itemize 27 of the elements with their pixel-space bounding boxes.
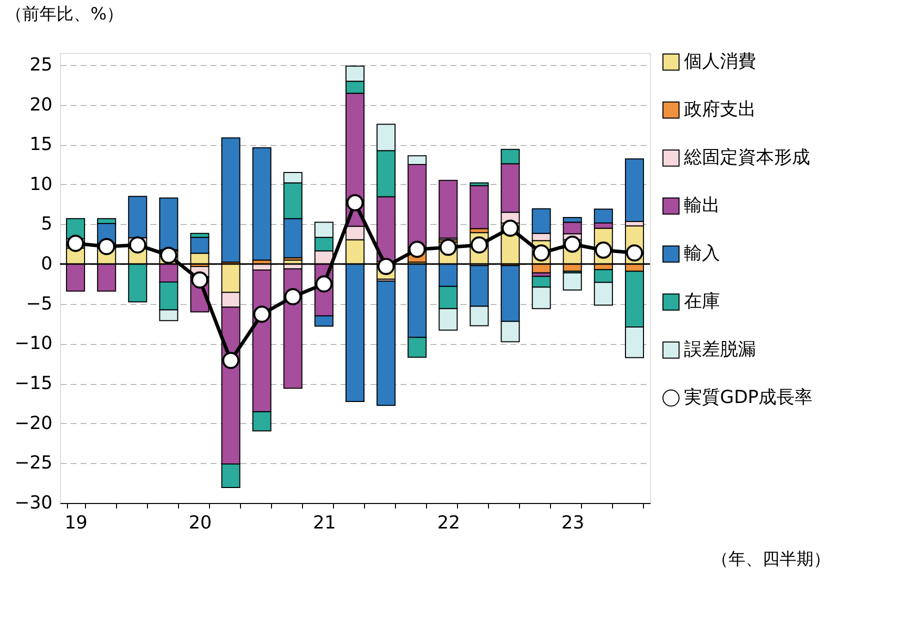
legend-label: 輸入 — [684, 243, 720, 264]
x-tick-label: 21 — [312, 512, 336, 534]
y-tick-label: 25 — [30, 54, 52, 76]
legend-label: 総固定資本形成 — [683, 147, 810, 168]
y-tick-label: −10 — [14, 333, 52, 354]
y-tick-label: 10 — [30, 174, 52, 195]
legend-label: 実質GDP成長率 — [684, 387, 813, 408]
x-tick-label: 22 — [437, 512, 460, 534]
x-tick-label: 19 — [64, 512, 88, 534]
legend-label: 輸出 — [684, 195, 720, 216]
y-tick-label: 20 — [30, 94, 52, 116]
y-tick-label: −30 — [14, 492, 52, 514]
y-tick-label: 15 — [30, 134, 52, 156]
y-tick-label: 0 — [41, 254, 52, 275]
y-axis-title: （前年比、%） — [6, 4, 124, 24]
x-axis-title: （年、四半期） — [712, 550, 830, 570]
y-tick-label: −15 — [14, 373, 52, 394]
legend-label: 在庫 — [684, 291, 720, 312]
y-tick-label: −5 — [26, 293, 52, 314]
legend-label: 個人消費 — [684, 51, 756, 72]
x-tick-label: 20 — [188, 512, 212, 534]
legend-label: 誤差脱漏 — [684, 339, 756, 360]
y-tick-label: −25 — [14, 452, 52, 474]
y-tick-label: 5 — [41, 214, 52, 235]
legend-label: 政府支出 — [684, 99, 756, 120]
y-tick-label: −20 — [14, 412, 52, 434]
x-tick-label: 23 — [561, 512, 584, 534]
